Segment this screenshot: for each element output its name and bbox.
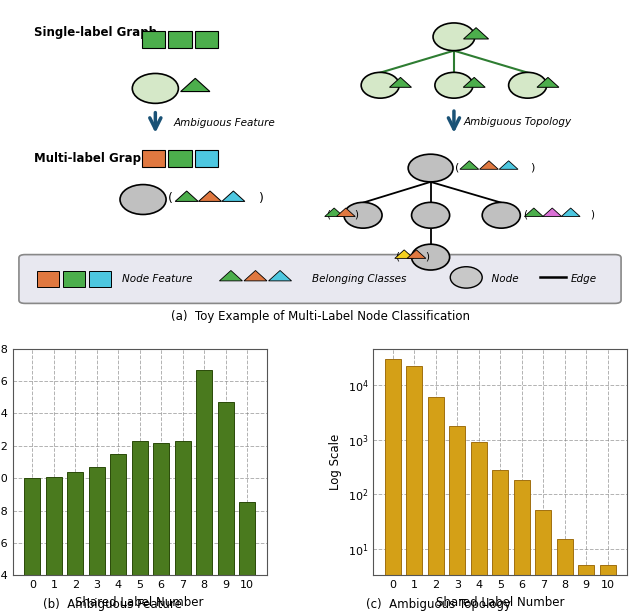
Text: Node Feature: Node Feature	[122, 274, 193, 284]
Polygon shape	[463, 77, 485, 88]
Polygon shape	[395, 250, 413, 258]
Ellipse shape	[435, 72, 473, 98]
Bar	[535, 510, 551, 612]
Text: ): )	[590, 210, 595, 220]
Ellipse shape	[361, 72, 399, 98]
Bar	[175, 441, 191, 612]
Text: Multi-label Graph: Multi-label Graph	[35, 152, 150, 165]
Bar	[153, 442, 169, 612]
Bar	[406, 367, 422, 612]
Bar	[110, 454, 126, 612]
Bar	[89, 271, 111, 287]
Bar	[67, 472, 83, 612]
Ellipse shape	[482, 203, 520, 228]
Text: (: (	[455, 162, 460, 173]
Polygon shape	[222, 191, 245, 201]
Text: (: (	[523, 210, 527, 220]
Bar	[142, 150, 165, 167]
Bar	[514, 480, 530, 612]
Text: (b)  Ambiguous Feature: (b) Ambiguous Feature	[43, 598, 181, 611]
Bar	[46, 477, 62, 612]
Polygon shape	[460, 161, 479, 170]
Text: (: (	[168, 192, 173, 206]
Bar	[63, 271, 85, 287]
Bar	[195, 150, 218, 167]
Polygon shape	[524, 208, 543, 217]
Polygon shape	[479, 161, 499, 170]
Polygon shape	[407, 250, 426, 258]
Polygon shape	[543, 208, 562, 217]
Text: (c)  Ambiguous Topology: (c) Ambiguous Topology	[366, 598, 511, 611]
Polygon shape	[269, 271, 292, 281]
Polygon shape	[463, 28, 488, 39]
Text: (: (	[395, 252, 399, 261]
Bar	[196, 370, 212, 612]
Bar	[239, 502, 255, 612]
Text: ): )	[530, 162, 534, 173]
Text: Single-label Graph: Single-label Graph	[35, 26, 157, 39]
Bar	[142, 31, 165, 48]
Text: Node: Node	[484, 274, 518, 284]
Text: ): )	[355, 210, 358, 220]
Polygon shape	[175, 191, 198, 201]
Bar	[195, 31, 218, 48]
Bar	[89, 467, 105, 612]
Ellipse shape	[120, 185, 166, 214]
Bar	[132, 441, 148, 612]
Polygon shape	[198, 191, 221, 201]
Text: Belonging Classes: Belonging Classes	[312, 274, 406, 284]
Text: ): )	[426, 252, 429, 261]
Ellipse shape	[412, 244, 450, 270]
Bar	[578, 565, 594, 612]
Text: Ambiguous Feature: Ambiguous Feature	[174, 118, 276, 128]
Ellipse shape	[451, 267, 482, 288]
Text: (: (	[326, 210, 330, 220]
Polygon shape	[220, 271, 243, 281]
Polygon shape	[561, 208, 580, 217]
Text: Ambiguous Topology: Ambiguous Topology	[463, 118, 572, 127]
Bar	[600, 565, 616, 612]
Bar	[168, 150, 191, 167]
Bar	[471, 442, 487, 612]
X-axis label: Shared Label Number: Shared Label Number	[436, 595, 564, 609]
Text: (a)  Toy Example of Multi-Label Node Classification: (a) Toy Example of Multi-Label Node Clas…	[170, 310, 470, 323]
Ellipse shape	[408, 154, 453, 182]
Bar	[557, 539, 573, 612]
X-axis label: Shared Label Number: Shared Label Number	[76, 595, 204, 609]
Bar	[218, 402, 234, 612]
Ellipse shape	[433, 23, 475, 51]
Text: Edge: Edge	[571, 274, 597, 284]
Ellipse shape	[509, 72, 547, 98]
Polygon shape	[324, 208, 344, 217]
Polygon shape	[180, 78, 210, 92]
Polygon shape	[390, 77, 412, 88]
Bar	[37, 271, 60, 287]
FancyBboxPatch shape	[19, 255, 621, 304]
Text: ): )	[259, 192, 264, 206]
Polygon shape	[537, 77, 559, 88]
Polygon shape	[337, 208, 355, 217]
Bar	[24, 478, 40, 612]
Polygon shape	[499, 161, 518, 170]
Bar	[428, 397, 444, 612]
Ellipse shape	[132, 73, 179, 103]
Bar	[492, 469, 508, 612]
Bar	[449, 425, 465, 612]
Polygon shape	[244, 271, 267, 281]
Y-axis label: Log Scale: Log Scale	[329, 434, 342, 490]
Bar	[168, 31, 191, 48]
Ellipse shape	[344, 203, 382, 228]
Bar	[385, 359, 401, 612]
Ellipse shape	[412, 203, 450, 228]
